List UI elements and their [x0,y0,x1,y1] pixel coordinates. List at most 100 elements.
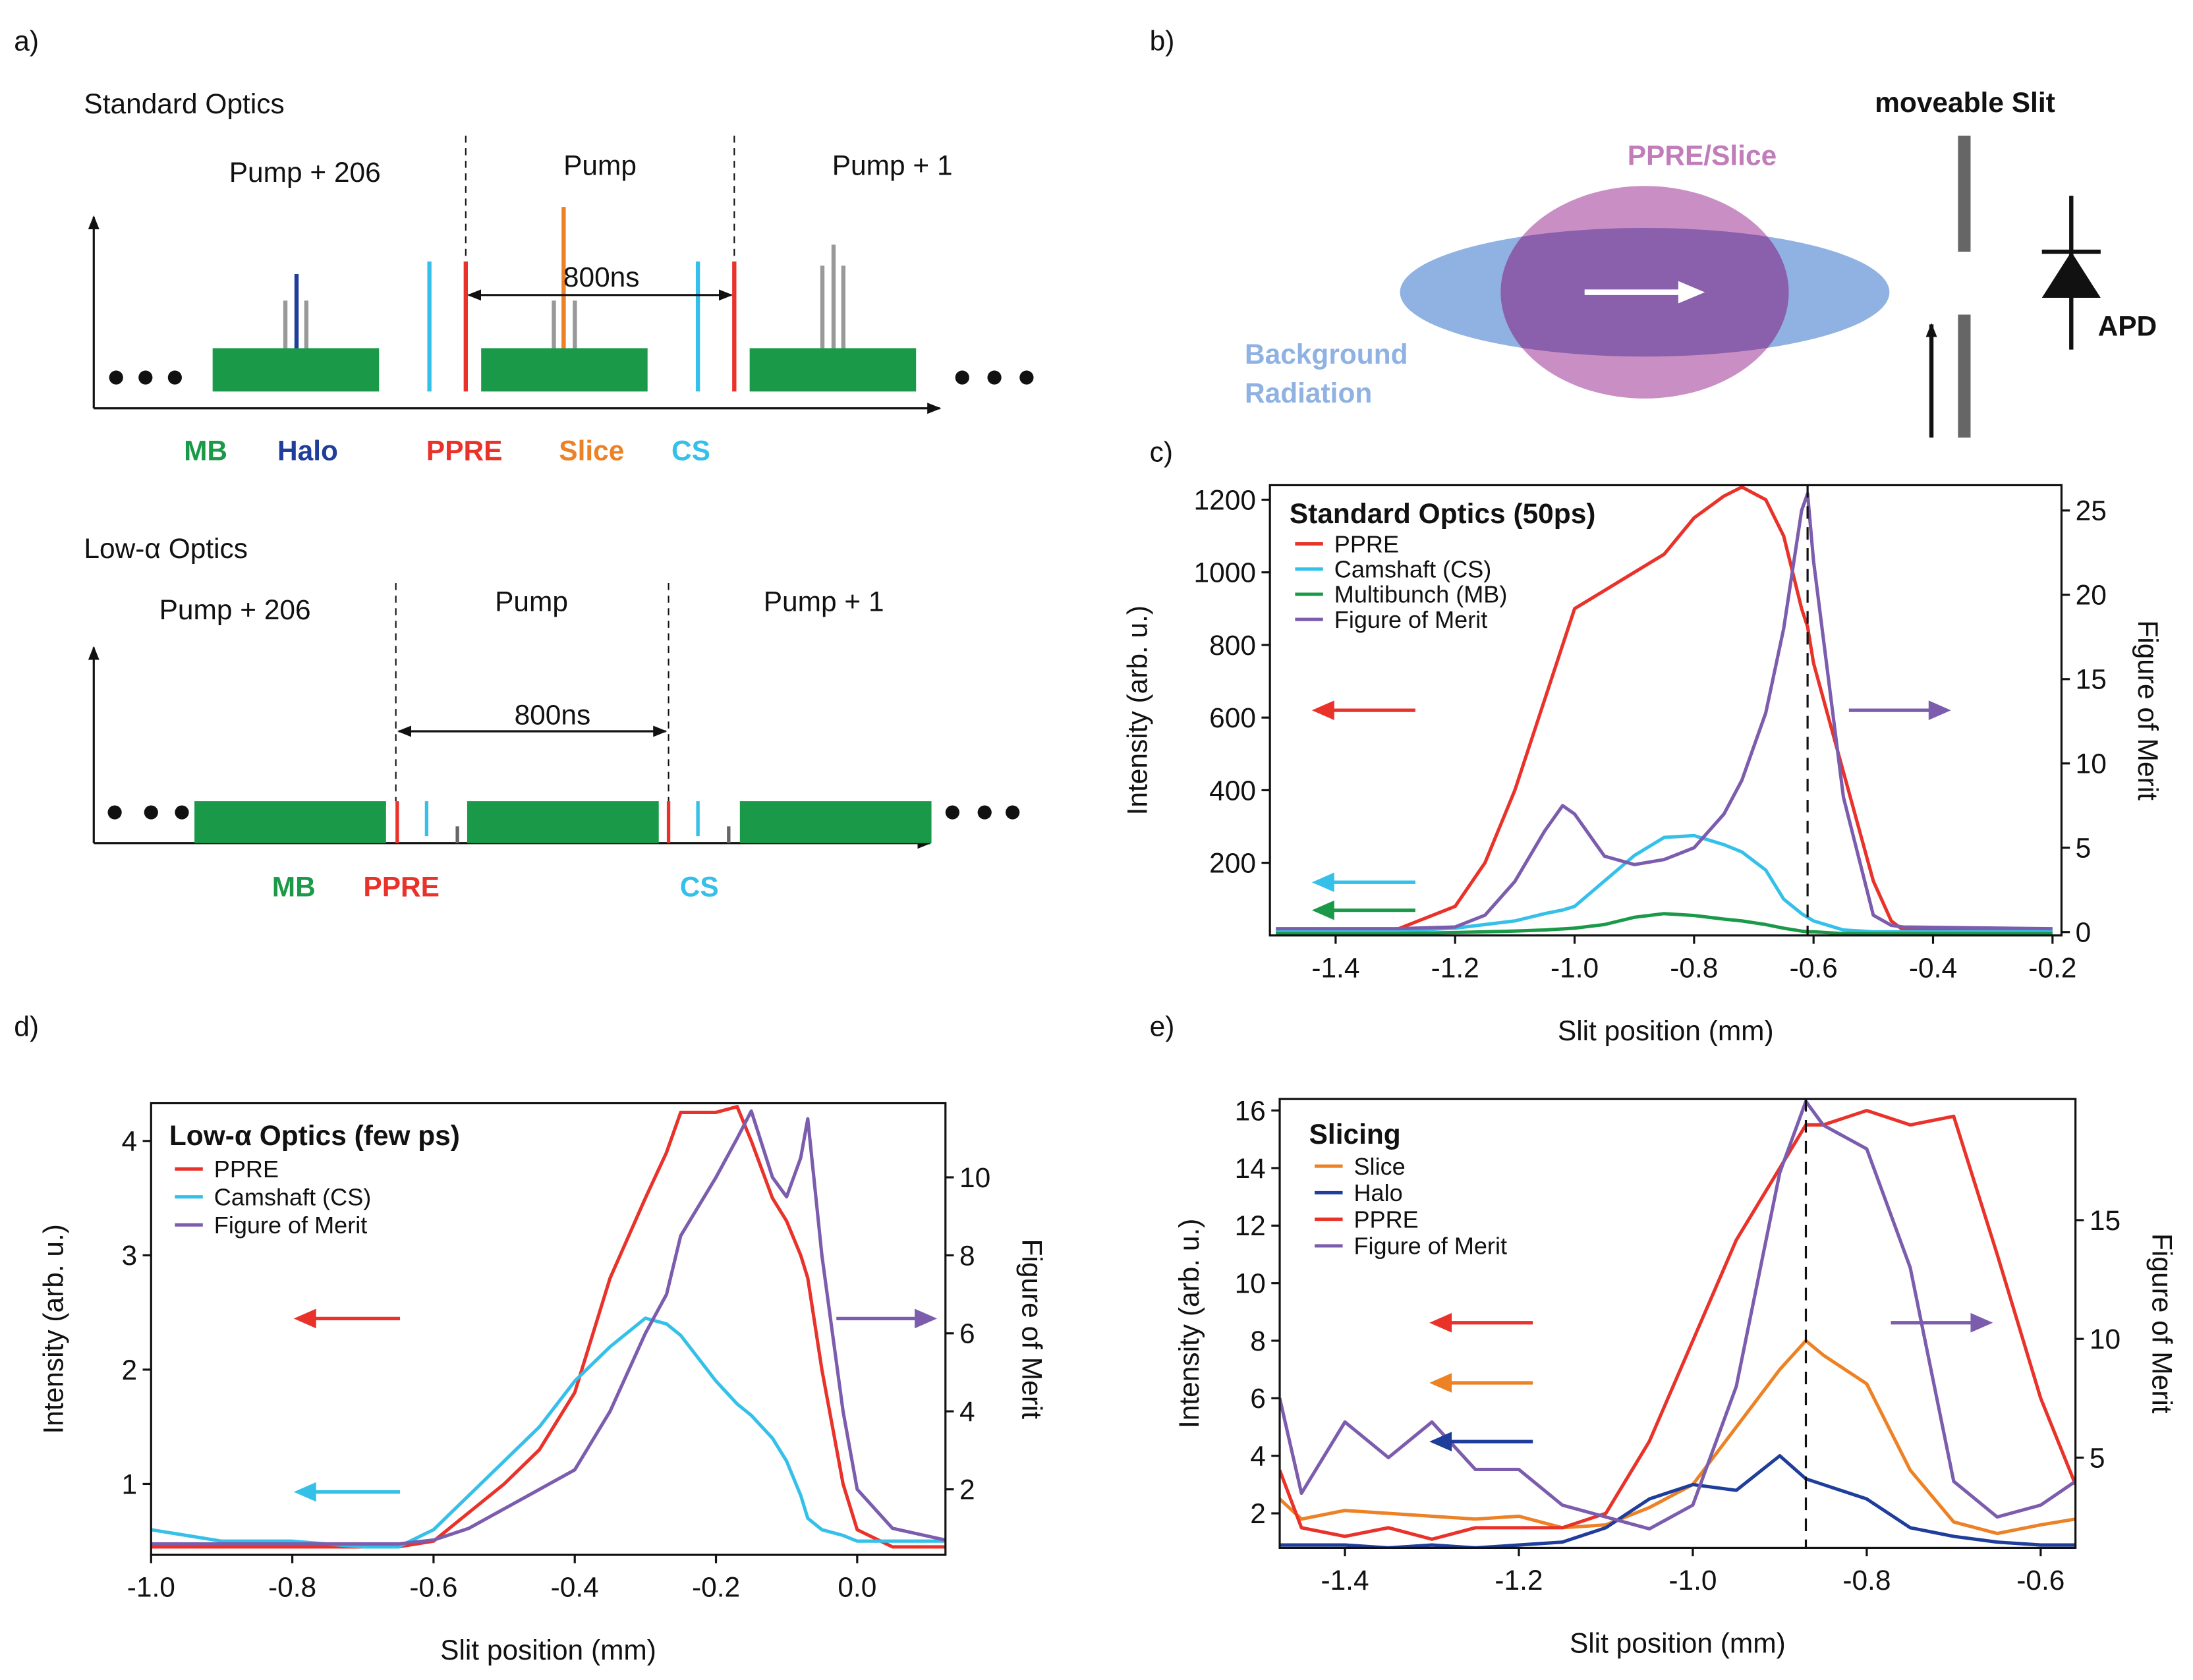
diagram-title: Low-α Optics [84,533,248,564]
halo-lines [283,244,846,349]
y2-tick-label: 2 [959,1474,975,1505]
axis-arrow-head [1970,1312,1993,1333]
y-tick-label: 4 [121,1126,137,1157]
series-line [1276,833,2053,934]
y2-axis-label: Figure of Merit [1017,1239,1048,1420]
y2-axis-label: Figure of Merit [2132,620,2163,800]
y-tick-label: 2 [1250,1498,1266,1529]
axis-arrow-head [1429,1373,1452,1393]
diagram-b: PPRE/Slice Background Radiation moveable… [1245,87,2157,438]
cs-bunch [427,261,700,392]
legend-label: Camshaft (CS) [1334,556,1491,583]
y2-tick-label: 15 [2076,664,2107,695]
legend-label: PPRE [426,435,503,466]
y-axis-label: Intensity (arb. u.) [38,1224,69,1434]
divider [465,135,735,262]
y-tick-label: 1 [121,1469,137,1499]
apd-label: APD [2098,310,2157,341]
axis-arrow-head [1429,1312,1452,1333]
series-line [1280,1339,2076,1536]
bunch-label: Pump + 1 [764,586,884,617]
x-tick-label: -0.6 [1790,953,1838,984]
y-tick-label: 400 [1209,775,1256,806]
x-tick-label: -0.4 [1909,953,1957,984]
y2-tick-label: 5 [2090,1442,2105,1473]
beam-label: PPRE/Slice [1628,140,1777,171]
legend-label: Figure of Merit [214,1212,367,1239]
x-axis-label: Slit position (mm) [1570,1628,1786,1659]
ppre-bunch [395,801,671,843]
y-tick-label: 10 [1235,1268,1266,1299]
diagram-a-low-alpha: Low-α Optics Pump + 206 Pump Pump + 1 80… [84,533,1020,902]
panel-label: c) [1150,436,1173,467]
ellipsis [109,370,1034,385]
y-axis-label: Intensity (arb. u.) [1122,605,1153,815]
legend-label: Halo [1354,1179,1403,1206]
x-tick-label: -1.0 [1668,1565,1717,1596]
y-tick-label: 6 [1250,1383,1266,1414]
legend-title: Standard Optics (50ps) [1290,498,1596,529]
y2-tick-label: 10 [959,1162,990,1193]
ellipsis [107,805,1020,820]
y-tick-label: 1000 [1194,557,1256,588]
y-tick-label: 2 [121,1355,137,1386]
axis-arrow-head [1311,872,1334,893]
y-tick-label: 600 [1209,702,1256,733]
axis-arrow-head [1311,900,1334,920]
multibunch [194,801,932,843]
series-line [1280,1100,2076,1531]
series-line [1280,1109,2076,1541]
chart: e) -1.4 -1.2 -1.0 -0.8 -0.6 2 4 6 8 10 12 14 16 5 10 15 S… [1150,1011,2178,1659]
x-tick-label: -1.4 [1321,1565,1369,1596]
y2-axis-label: Figure of Merit [2146,1233,2177,1414]
legend-label: MB [184,435,227,466]
y-tick-label: 16 [1235,1095,1266,1126]
legend-label: Camshaft (CS) [214,1183,371,1210]
x-tick-label: -1.2 [1431,953,1479,984]
bunch-label: Pump + 1 [832,150,953,181]
slit-jaw [1958,135,1971,252]
background-label: Background [1245,339,1408,370]
bunch-label: Pump [495,586,568,617]
legend-label: Figure of Merit [1334,606,1487,633]
legend-label: PPRE [363,871,440,902]
background-label: Radiation [1245,378,1372,408]
axis-arrow-head [293,1482,316,1502]
slit-label: moveable Slit [1875,87,2055,118]
series-line [1276,485,2053,934]
series-line [151,1109,946,1546]
plot-frame [1278,1098,2077,1550]
legend-label: CS [671,435,710,466]
x-tick-label: -0.6 [2016,1565,2065,1596]
y2-tick-label: 10 [2090,1324,2121,1355]
legend-label: Multibunch (MB) [1334,581,1508,608]
ppre-bunch [463,261,737,392]
x-tick-label: -0.2 [692,1572,740,1603]
divider [395,583,669,802]
x-tick-label: -1.0 [127,1572,175,1603]
cs-bunch [424,801,700,837]
y2-tick-label: 8 [959,1240,975,1271]
bunch-label: Pump [563,150,637,181]
legend-label: PPRE [1334,530,1399,557]
axis-arrow-head [1928,700,1951,721]
x-tick-label: -0.8 [268,1572,316,1603]
span-label: 800ns [563,262,640,293]
y-tick-label: 14 [1235,1153,1266,1184]
y-axis-label: Intensity (arb. u.) [1174,1219,1205,1428]
x-tick-label: -0.8 [1842,1565,1891,1596]
panel-label: d) [14,1011,39,1042]
x-tick-label: -0.2 [2028,953,2076,984]
legend-label: PPRE [214,1156,279,1183]
x-tick-label: -0.4 [551,1572,599,1603]
y-tick-label: 4 [1250,1441,1266,1472]
y2-tick-label: 25 [2076,495,2107,526]
plot-frame [1268,484,2063,937]
axis-arrow-head [293,1308,316,1329]
y-tick-label: 200 [1209,847,1256,878]
y2-tick-label: 4 [959,1396,975,1427]
diagram-a-standard: Standard Optics Pump + 206 Pump Pump + 1… [84,88,1034,466]
y-tick-label: 800 [1209,630,1256,661]
y2-tick-label: 6 [959,1318,975,1349]
